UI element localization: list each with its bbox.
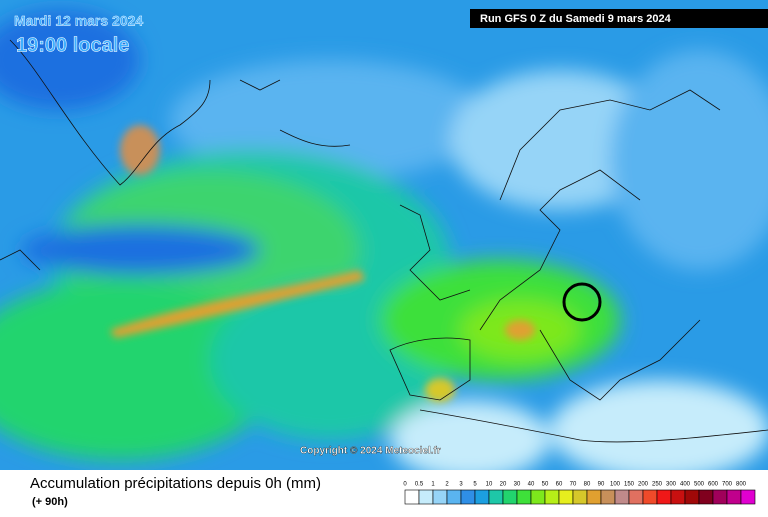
highlight-circle [562, 282, 602, 322]
scale-label: 2 [445, 482, 449, 488]
legend-subtitle: (+ 90h) [32, 496, 68, 508]
scale-label: 5 [473, 482, 477, 488]
time-label: 19:00 locale [16, 34, 129, 56]
scale-box [558, 489, 574, 505]
scale-box [614, 489, 630, 505]
scale-box [516, 489, 532, 505]
scale-box [656, 489, 672, 505]
scale-box [544, 489, 560, 505]
scale-label: 70 [570, 482, 577, 488]
scale-box [740, 489, 756, 505]
scale-label: 30 [514, 482, 521, 488]
scale-box [726, 489, 742, 505]
scale-label: 60 [556, 482, 563, 488]
date-label: Mardi 12 mars 2024 [14, 13, 143, 29]
scale-label: 300 [666, 482, 677, 488]
scale-label: 250 [652, 482, 663, 488]
scale-label: 10 [486, 482, 493, 488]
color-scale: 0 0.5 1 2 3 5 10 20 30 40 50 60 70 80 90 100 150 200 250 30… [403, 482, 756, 505]
scale-label: 500 [694, 482, 705, 488]
scale-label: 200 [638, 482, 649, 488]
copyright: Copyright © 2024 Meteociel.fr [300, 446, 441, 457]
scale-label: 20 [500, 482, 507, 488]
scale-box [600, 489, 616, 505]
scale-box [670, 489, 686, 505]
scale-box [474, 489, 490, 505]
scale-label: 700 [722, 482, 733, 488]
scale-box [432, 489, 448, 505]
legend-title: Accumulation précipitations depuis 0h (m… [30, 475, 321, 492]
scale-label: 800 [736, 482, 747, 488]
scale-box [530, 489, 546, 505]
scale-box [418, 489, 434, 505]
scale-box [572, 489, 588, 505]
scale-box [404, 489, 420, 505]
scale-label: 100 [610, 482, 621, 488]
scale-label: 90 [598, 482, 605, 488]
scale-box [684, 489, 700, 505]
scale-label: 1 [431, 482, 435, 488]
run-label: Run GFS 0 Z du Samedi 9 mars 2024 [480, 13, 672, 25]
scale-label: 600 [708, 482, 719, 488]
scale-label: 80 [584, 482, 591, 488]
scale-label: 50 [542, 482, 549, 488]
scale-label: 0 [403, 482, 407, 488]
scale-label: 0.5 [415, 482, 424, 488]
run-banner [470, 9, 768, 28]
scale-box [460, 489, 476, 505]
scale-label: 400 [680, 482, 691, 488]
precip-field [0, 10, 768, 480]
scale-box [642, 489, 658, 505]
scale-box [488, 489, 504, 505]
coastlines [0, 39, 768, 443]
scale-label: 3 [459, 482, 463, 488]
scale-box [502, 489, 518, 505]
scale-box [586, 489, 602, 505]
scale-box [712, 489, 728, 505]
scale-box [446, 489, 462, 505]
scale-label: 150 [624, 482, 635, 488]
precip-cores [110, 125, 535, 402]
scale-box [698, 489, 714, 505]
scale-label: 40 [528, 482, 535, 488]
scale-box [628, 489, 644, 505]
